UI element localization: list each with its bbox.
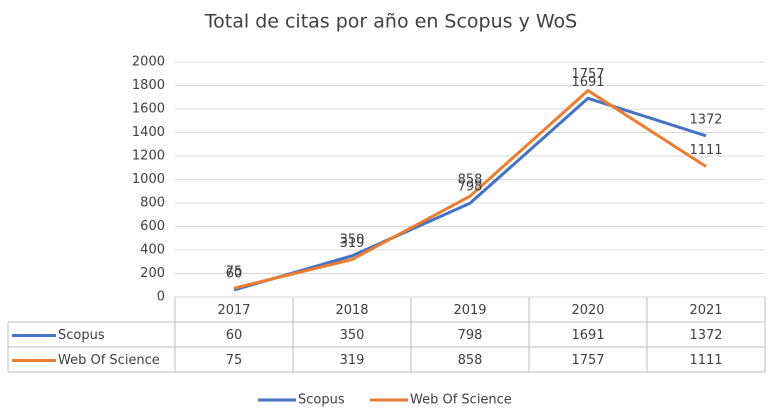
y-tick-label: 1200 [132, 149, 165, 164]
table-value: 350 [340, 328, 365, 343]
table-value: 858 [458, 353, 483, 368]
table-value: 798 [458, 328, 483, 343]
data-label: 1757 [571, 67, 604, 82]
y-tick-label: 1400 [132, 125, 165, 140]
table-value: 319 [340, 353, 365, 368]
x-tick-label: 2018 [335, 303, 368, 318]
x-tick-label: 2021 [689, 303, 722, 318]
table-value: 1691 [571, 328, 604, 343]
data-label: 798 [458, 180, 483, 195]
table-series-name: Web Of Science [58, 353, 160, 368]
y-tick-label: 200 [140, 266, 165, 281]
chart-title: Total de citas por año en Scopus y WoS [204, 11, 577, 33]
y-tick-label: 2000 [132, 55, 165, 70]
data-label: 319 [340, 236, 365, 251]
data-label: 60 [226, 266, 243, 281]
x-tick-label: 2020 [571, 303, 604, 318]
data-label: 350 [340, 232, 365, 247]
table-series-name: Scopus [58, 328, 105, 343]
y-tick-label: 800 [140, 196, 165, 211]
y-tick-label: 1600 [132, 102, 165, 117]
data-label: 1111 [689, 143, 722, 158]
data-label: 858 [458, 173, 483, 188]
y-tick-label: 400 [140, 243, 165, 258]
x-tick-label: 2017 [217, 303, 250, 318]
y-tick-label: 600 [140, 219, 165, 234]
series-line [233, 96, 707, 292]
y-tick-label: 1800 [132, 78, 165, 93]
legend-label: Scopus [298, 393, 345, 408]
table-value: 1757 [571, 353, 604, 368]
series-line [233, 89, 707, 290]
table-value: 75 [226, 353, 243, 368]
table-value: 60 [226, 328, 243, 343]
y-tick-label: 0 [157, 290, 165, 305]
table-value: 1111 [689, 353, 722, 368]
y-tick-label: 1000 [132, 172, 165, 187]
data-label: 1372 [689, 112, 722, 127]
legend-label: Web Of Science [410, 393, 512, 408]
data-label: 75 [226, 265, 243, 280]
x-tick-label: 2019 [453, 303, 486, 318]
table-value: 1372 [689, 328, 722, 343]
data-label: 1691 [571, 75, 604, 90]
